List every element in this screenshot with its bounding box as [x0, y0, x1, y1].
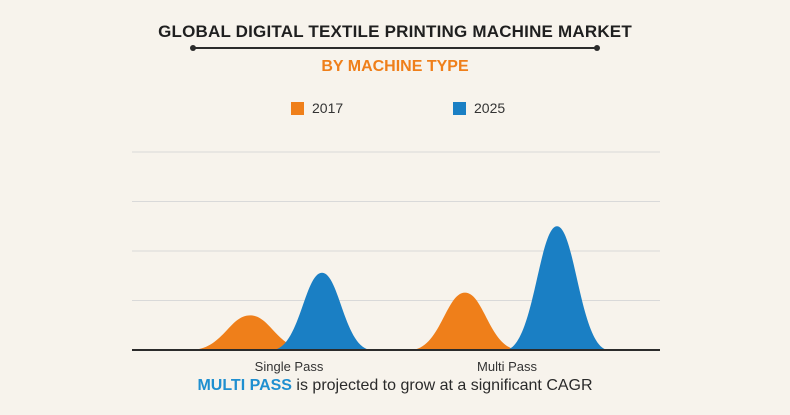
legend-swatch-2017: [291, 101, 304, 115]
caption-highlight: MULTI PASS: [197, 377, 292, 394]
legend-label-2025: 2025: [474, 100, 506, 116]
peak-single-pass-2025: [272, 272, 372, 350]
legend-label-2017: 2017: [312, 100, 344, 116]
legend-item-2025: 2025: [453, 100, 505, 116]
peak-multi-pass-2017: [410, 292, 520, 350]
legend-swatch-2025: [453, 101, 466, 115]
x-tick-label-multi-pass: Multi Pass: [477, 359, 537, 374]
x-tick-label-single-pass: Single Pass: [255, 359, 324, 374]
chart-subtitle: BY MACHINE TYPE: [321, 58, 469, 75]
title-divider: [190, 45, 600, 51]
chart-title: GLOBAL DIGITAL TEXTILE PRINTING MACHINE …: [158, 22, 632, 41]
legend-item-2017: 2017: [291, 100, 343, 116]
chart-caption: MULTI PASS is projected to grow at a sig…: [0, 377, 790, 395]
peak-multi-pass-2025: [505, 226, 609, 350]
caption-text: is projected to grow at a significant CA…: [291, 377, 593, 394]
peak-single-pass-2017: [190, 315, 310, 350]
